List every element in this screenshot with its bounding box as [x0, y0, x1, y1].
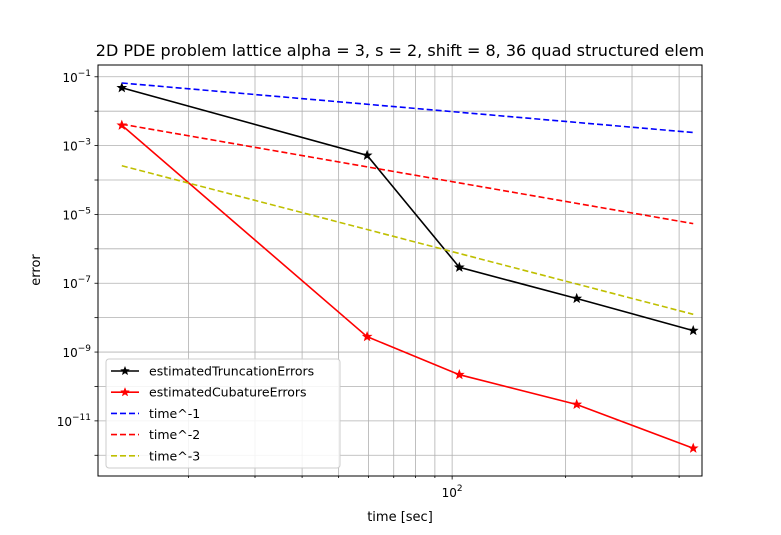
legend-marker: [120, 365, 130, 376]
y-tick-label: 10−5: [62, 206, 91, 222]
series-layer: [116, 82, 699, 453]
legend: estimatedTruncationErrors estimatedCubatu…: [105, 358, 341, 469]
data-point: [116, 82, 128, 93]
y-tick-label: 10−1: [62, 69, 91, 85]
x-tick-label: 102: [442, 484, 463, 500]
legend-label: estimatedCubatureErrors: [149, 385, 307, 400]
data-point: [687, 442, 699, 453]
data-point: [361, 331, 373, 342]
y-tick-label: 10−7: [62, 275, 91, 291]
legend-marker: [120, 386, 130, 397]
axis-ticks: 10−11 10−9 10−7 10−5 10−3 10−1 102: [57, 69, 680, 500]
series-line-2: [121, 82, 694, 134]
chart-title: 2D PDE problem lattice alpha = 3, s = 2,…: [96, 41, 704, 60]
legend-label: time^-3: [149, 448, 200, 463]
x-axis-label: time [sec]: [367, 510, 433, 525]
legend-box: [105, 358, 341, 469]
y-tick-label: 10−9: [62, 344, 91, 360]
data-point: [453, 261, 465, 272]
legend-label: time^-2: [149, 427, 200, 442]
data-point: [453, 369, 465, 380]
series-line-3: [121, 123, 694, 225]
y-tick-label: 10−3: [62, 138, 91, 154]
y-tick-label: 10−11: [57, 413, 91, 429]
legend-label: estimatedTruncationErrors: [149, 364, 314, 379]
data-point: [571, 398, 583, 410]
data-point: [361, 149, 373, 160]
grid: [98, 65, 702, 476]
legend-label: time^-1: [149, 406, 200, 421]
plot-area: [97, 64, 703, 477]
data-point: [571, 292, 583, 304]
data-point: [687, 324, 699, 336]
y-axis-label: error: [29, 254, 44, 286]
